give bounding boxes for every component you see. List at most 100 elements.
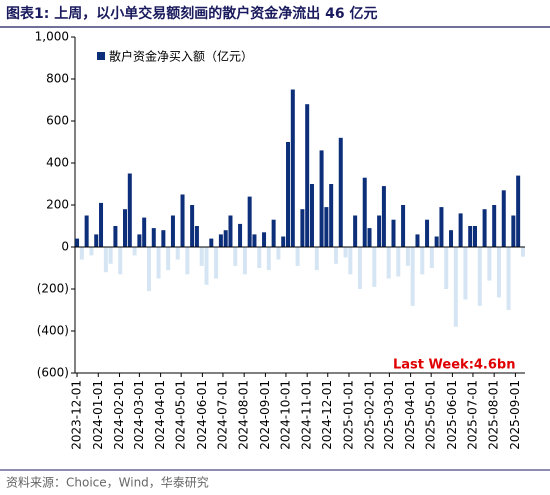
y-tick-label: 1,000: [35, 30, 69, 44]
bar: [333, 247, 338, 264]
x-tick-label: 2025-08-01: [487, 380, 501, 450]
bar: [357, 247, 362, 289]
bar: [199, 247, 204, 266]
bar: [175, 247, 180, 260]
x-tick-label: 2025-05-01: [424, 380, 438, 450]
x-tick-label: 2025-06-01: [445, 380, 459, 450]
bar: [338, 137, 343, 247]
bar: [458, 213, 463, 247]
bar: [396, 247, 401, 277]
annotation: Last Week:4.6bn: [393, 358, 515, 373]
bar: [482, 209, 487, 247]
x-tick-label: 2024-06-01: [195, 380, 209, 450]
y-tick-label: 400: [46, 156, 69, 170]
bar: [266, 247, 271, 271]
bar: [247, 196, 252, 247]
x-tick-label: 2024-03-01: [132, 380, 146, 450]
y-tick-label: 800: [46, 72, 69, 86]
bar: [496, 247, 501, 298]
bar: [410, 247, 415, 306]
bar: [386, 247, 391, 279]
x-tick-label: 2024-12-01: [320, 380, 334, 450]
bar: [286, 142, 291, 247]
bar: [444, 247, 449, 289]
bar: [415, 234, 420, 247]
bar: [132, 247, 137, 256]
y-tick-label: 600: [46, 114, 69, 128]
x-tick-label: 2024-07-01: [215, 380, 229, 450]
bar: [511, 215, 516, 247]
bar: [305, 104, 310, 247]
bar: [425, 219, 430, 247]
bar: [295, 247, 300, 266]
bar: [391, 219, 396, 247]
y-tick-label: (400): [37, 324, 69, 338]
bar: [190, 205, 195, 247]
bar: [343, 247, 348, 258]
bar: [324, 207, 329, 247]
bar: [123, 209, 127, 247]
bar: [113, 226, 118, 247]
bar: [362, 177, 367, 247]
bar: [520, 247, 525, 257]
bar: [238, 223, 243, 247]
bar: [501, 190, 506, 247]
bar: [214, 247, 219, 279]
bar: [429, 247, 434, 268]
bar: [127, 173, 132, 247]
x-tick-label: 2023-12-01: [70, 380, 84, 450]
bar: [94, 234, 99, 247]
x-tick-label: 2024-10-01: [278, 380, 292, 450]
bar: [473, 226, 477, 247]
bar: [257, 247, 262, 268]
bar: [516, 175, 521, 247]
bar: [449, 230, 454, 247]
bar: [103, 247, 108, 273]
chart-title: 图表1: 上周，以小单交易额刻画的散户资金净流出 46 亿元: [6, 5, 377, 22]
bar: [151, 228, 156, 247]
bar: [453, 247, 458, 327]
bar: [290, 89, 295, 247]
x-tick-label: 2024-02-01: [112, 380, 126, 450]
x-tick-label: 2025-07-01: [465, 380, 479, 450]
bar: [75, 238, 80, 247]
bar: [89, 247, 94, 256]
bar: [309, 184, 314, 247]
bar: [137, 234, 142, 247]
bar: [381, 186, 386, 247]
x-tick-label: 2024-08-01: [237, 380, 251, 450]
bar: [228, 215, 233, 247]
bar: [377, 215, 382, 247]
bar: [99, 202, 104, 247]
bar: [170, 215, 175, 247]
bar: [477, 247, 482, 306]
x-tick-label: 2024-05-01: [174, 380, 188, 450]
bar: [492, 205, 497, 247]
bar: [194, 226, 199, 247]
bar: [487, 247, 492, 281]
x-tick-label: 2024-09-01: [258, 380, 272, 450]
bar: [367, 228, 372, 247]
bar: [180, 194, 185, 247]
bar: [420, 247, 425, 275]
bar: [84, 215, 89, 247]
source: 资料来源：Choice，Wind，华泰研究: [6, 475, 209, 490]
y-tick-label: (600): [37, 366, 69, 380]
bar: [108, 247, 113, 264]
bar: [271, 219, 276, 247]
bar: [262, 232, 267, 247]
legend-label: 散户资金净买入额（亿元）: [109, 49, 253, 64]
x-tick-label: 2025-09-01: [508, 380, 522, 450]
bar: [314, 247, 319, 271]
bar: [209, 238, 214, 247]
bar: [329, 184, 334, 247]
x-tick-label: 2025-02-01: [363, 380, 377, 450]
legend-swatch: [97, 52, 105, 60]
y-tick-label: 200: [46, 198, 69, 212]
bar: [185, 247, 190, 275]
bar: [252, 234, 257, 247]
x-tick-label: 2024-01-01: [91, 380, 105, 450]
x-tick-label: 2024-04-01: [153, 380, 167, 450]
bar: [146, 247, 151, 292]
bar: [468, 226, 473, 247]
